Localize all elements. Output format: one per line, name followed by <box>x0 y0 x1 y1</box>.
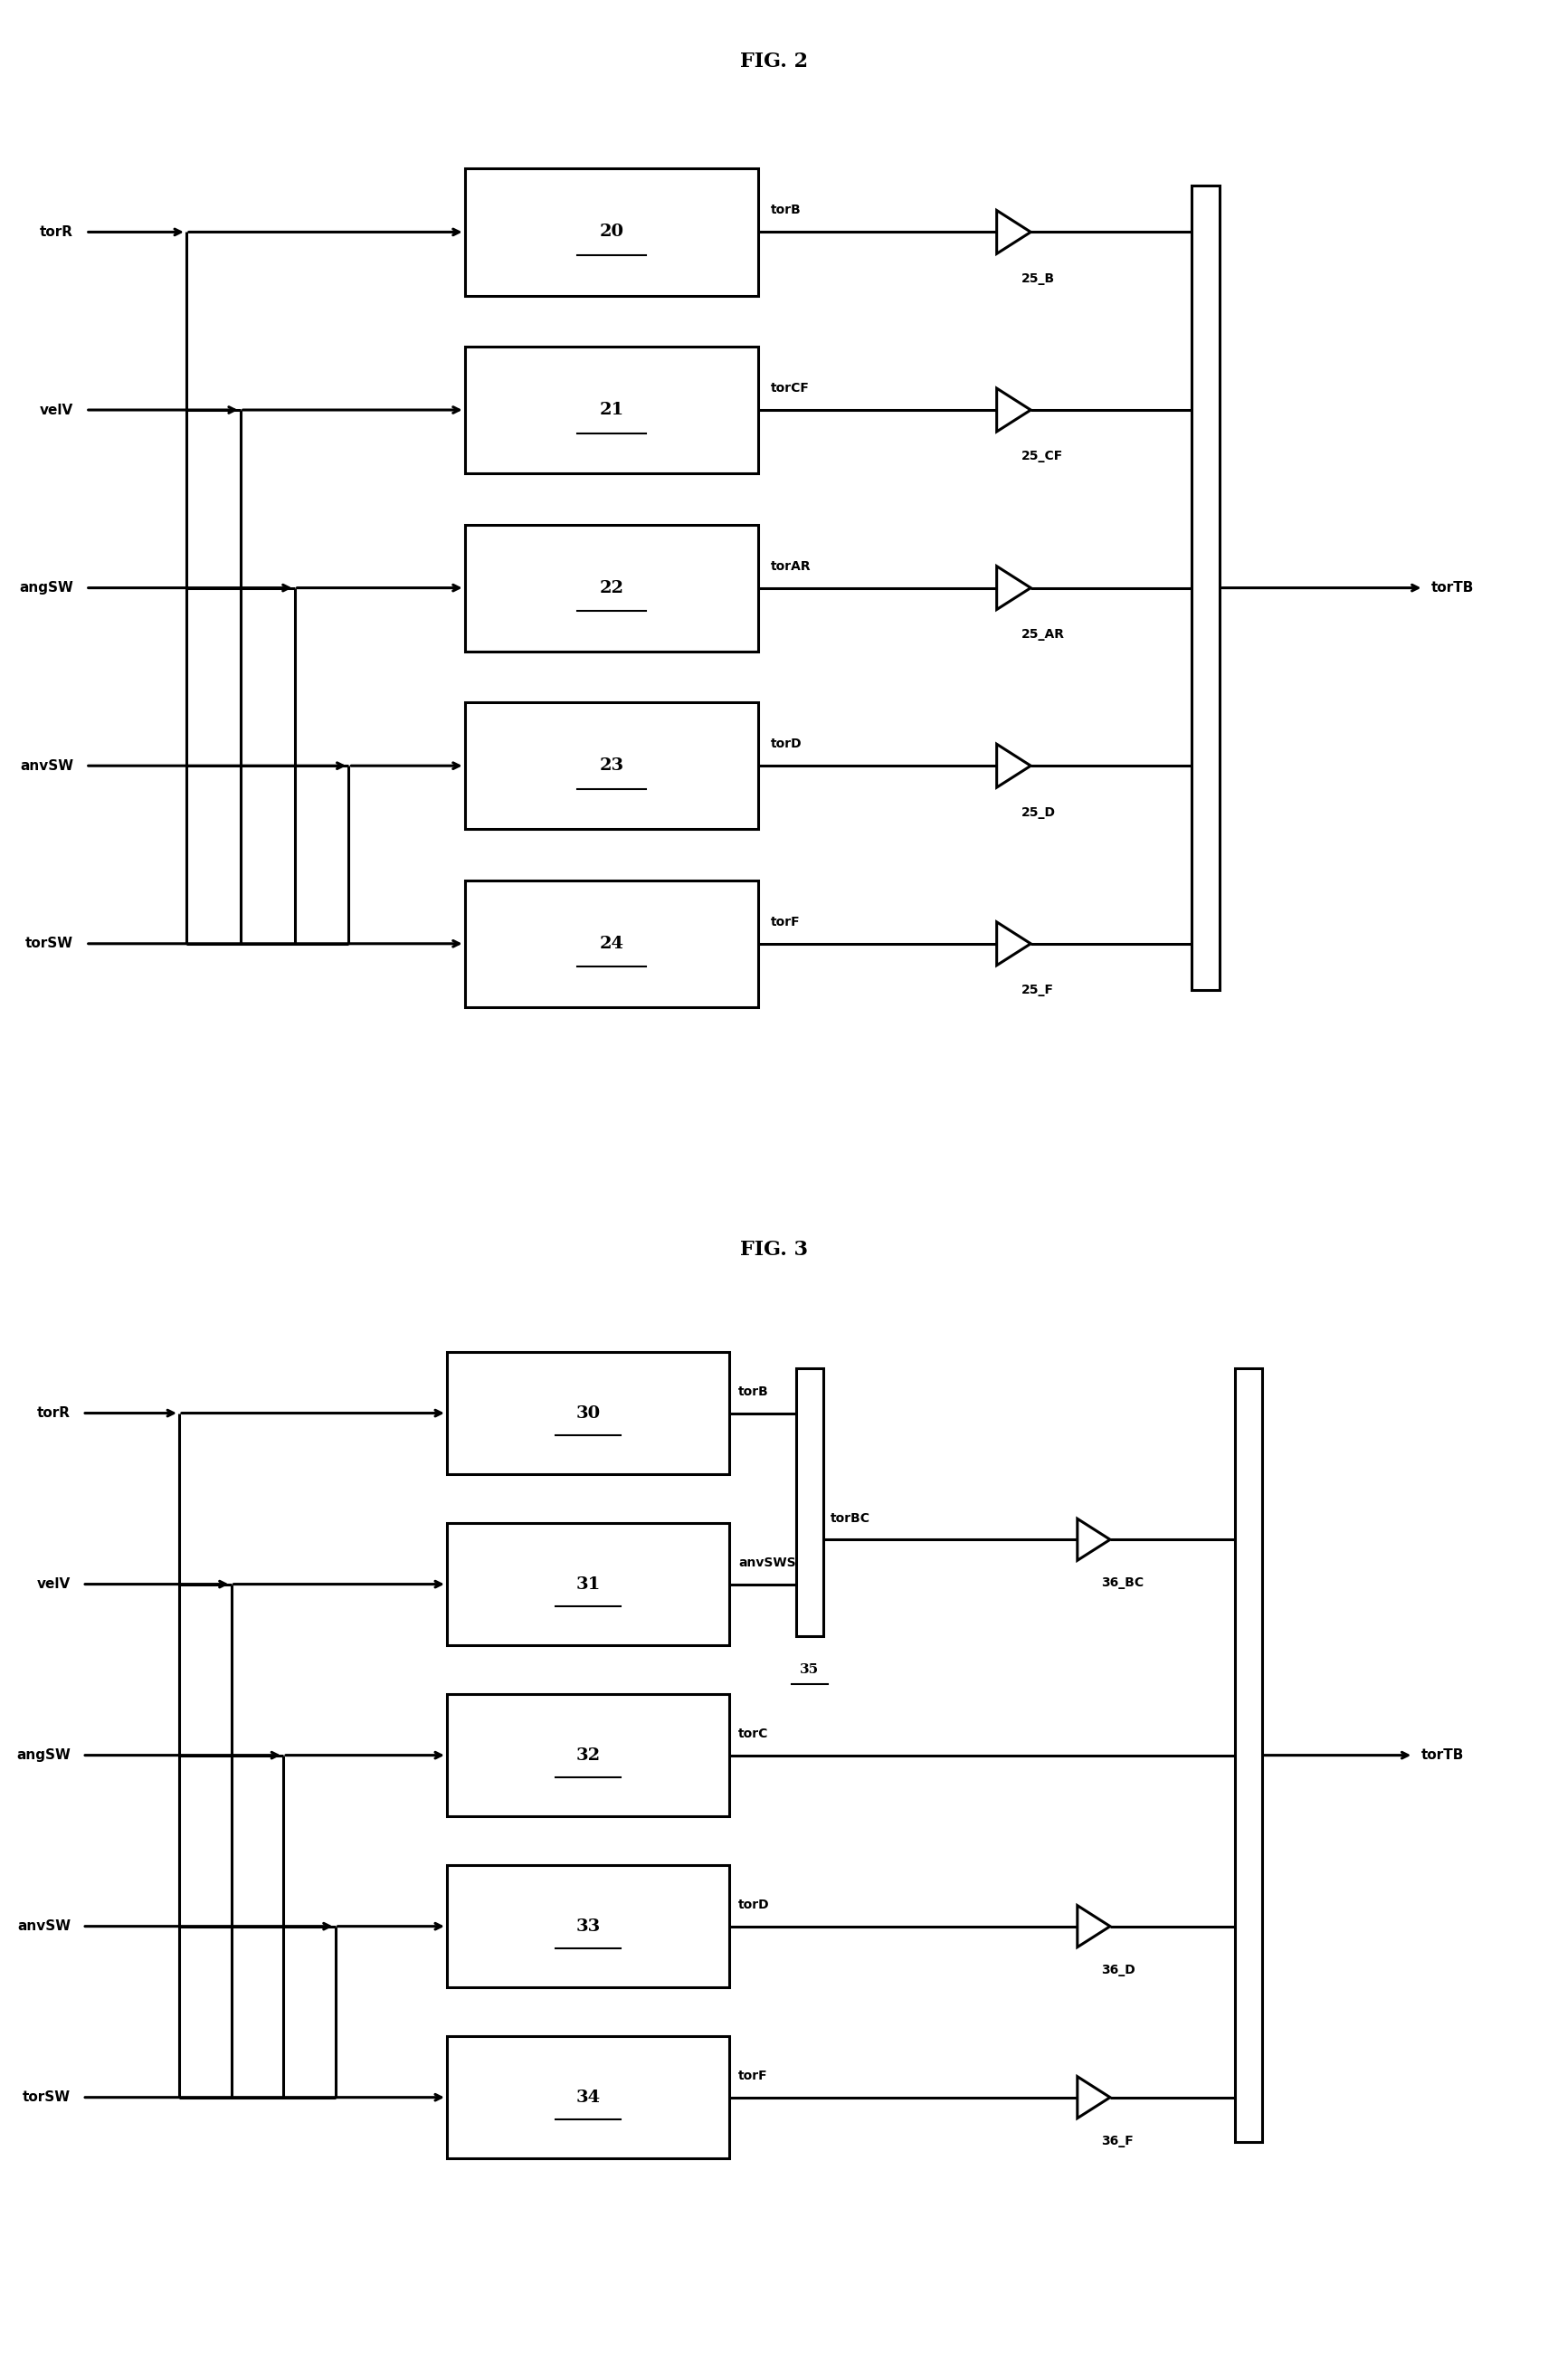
Text: torR: torR <box>37 1407 71 1421</box>
Bar <box>796 1368 824 1637</box>
Text: torB: torB <box>738 1385 769 1399</box>
Text: 24: 24 <box>599 935 624 952</box>
Text: torD: torD <box>771 738 802 750</box>
Text: velV: velV <box>37 1578 71 1590</box>
Text: torCF: torCF <box>771 381 810 395</box>
Text: torAR: torAR <box>771 559 811 574</box>
Text: 21: 21 <box>599 402 624 419</box>
Text: 25_AR: 25_AR <box>1022 628 1065 640</box>
Bar <box>1235 1368 1262 2142</box>
Text: torBC: torBC <box>831 1511 870 1526</box>
Bar <box>464 347 759 474</box>
Text: 33: 33 <box>576 1918 601 1935</box>
Text: angSW: angSW <box>19 581 73 595</box>
Text: FIG. 3: FIG. 3 <box>740 1240 808 1259</box>
Bar <box>447 1523 729 1645</box>
Bar <box>447 1695 729 1816</box>
Text: torC: torC <box>738 1728 768 1740</box>
Text: 25_CF: 25_CF <box>1022 450 1063 462</box>
Text: torD: torD <box>738 1899 769 1911</box>
Text: torR: torR <box>40 226 73 238</box>
Text: 36_BC: 36_BC <box>1101 1578 1144 1590</box>
Text: 25_D: 25_D <box>1022 807 1056 819</box>
Text: torSW: torSW <box>23 2090 71 2104</box>
Text: 32: 32 <box>576 1747 601 1764</box>
Text: angSW: angSW <box>17 1749 71 1761</box>
Bar <box>464 169 759 295</box>
Text: 31: 31 <box>576 1576 601 1592</box>
Text: 30: 30 <box>576 1404 601 1421</box>
Text: torF: torF <box>738 2071 768 2082</box>
Bar <box>447 1866 729 1987</box>
Text: 23: 23 <box>599 757 624 774</box>
Text: torF: torF <box>771 916 800 928</box>
Text: torSW: torSW <box>25 938 73 950</box>
Text: torTB: torTB <box>1421 1749 1464 1761</box>
Text: 36_D: 36_D <box>1101 1964 1135 1975</box>
Text: 35: 35 <box>800 1664 819 1676</box>
Text: 20: 20 <box>599 224 624 240</box>
Bar <box>464 702 759 828</box>
Bar <box>447 1352 729 1473</box>
Text: anvSW: anvSW <box>20 759 73 774</box>
Bar <box>1192 186 1220 990</box>
Text: torB: torB <box>771 205 802 217</box>
Bar <box>447 2037 729 2159</box>
Text: velV: velV <box>40 402 73 416</box>
Text: 22: 22 <box>599 581 624 595</box>
Text: 25_F: 25_F <box>1022 983 1054 997</box>
Text: anvSWS: anvSWS <box>738 1557 796 1568</box>
Bar <box>464 524 759 652</box>
Text: 25_B: 25_B <box>1022 271 1056 286</box>
Text: anvSW: anvSW <box>17 1921 71 1933</box>
Text: FIG. 2: FIG. 2 <box>740 52 808 71</box>
Text: 34: 34 <box>576 2090 601 2106</box>
Bar <box>464 881 759 1007</box>
Text: 36_F: 36_F <box>1101 2135 1133 2147</box>
Text: torTB: torTB <box>1432 581 1474 595</box>
